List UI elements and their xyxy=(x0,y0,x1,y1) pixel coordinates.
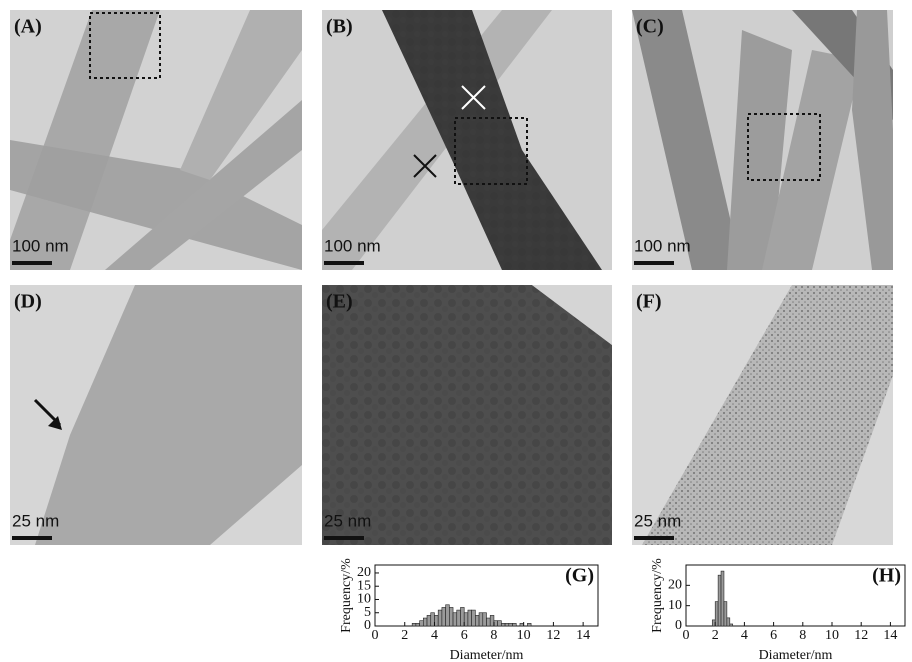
bar xyxy=(452,612,458,627)
y-tick-label: 0 xyxy=(364,618,371,633)
bar xyxy=(508,623,513,627)
y-tick-label: 5 xyxy=(364,605,371,620)
panel-label: (F) xyxy=(636,291,662,313)
x-tick-label: 2 xyxy=(401,628,408,643)
bar xyxy=(434,615,439,627)
bar xyxy=(489,615,495,627)
tem-image xyxy=(322,285,612,545)
x-tick-label: 12 xyxy=(546,628,560,643)
tem-image xyxy=(632,285,893,545)
bar xyxy=(726,617,731,627)
x-tick-label: 14 xyxy=(883,628,897,643)
x-tick-label: 8 xyxy=(799,628,806,643)
panel-label: (D) xyxy=(14,291,42,313)
bar xyxy=(475,615,480,627)
y-tick-label: 20 xyxy=(357,565,371,580)
bar xyxy=(486,617,491,627)
tem-image xyxy=(10,10,302,270)
bar xyxy=(493,620,498,627)
panel-label: (B) xyxy=(326,16,353,38)
x-tick-label: 4 xyxy=(741,628,748,643)
bar xyxy=(717,574,722,627)
bar xyxy=(519,623,524,627)
x-tick-label: 4 xyxy=(431,628,438,643)
x-tick-label: 10 xyxy=(825,628,839,643)
y-tick-label: 10 xyxy=(357,592,371,607)
bar xyxy=(423,617,428,627)
bar xyxy=(471,609,476,627)
bar xyxy=(527,623,532,627)
x-tick-label: 0 xyxy=(372,628,379,643)
y-axis-label: Frequency/% xyxy=(339,558,354,633)
x-tick-label: 14 xyxy=(576,628,590,643)
bar xyxy=(478,612,484,627)
tem-image xyxy=(322,10,612,270)
scale-bar-label: 25 nm xyxy=(324,511,371,530)
x-tick-label: 2 xyxy=(712,628,719,643)
y-tick-label: 10 xyxy=(668,598,682,613)
bar xyxy=(415,623,420,627)
x-axis-label: Diameter/nm xyxy=(450,648,524,662)
bar xyxy=(504,623,510,627)
bar xyxy=(467,609,472,627)
bar xyxy=(456,609,461,627)
bar xyxy=(463,612,469,627)
scale-bar-label: 100 nm xyxy=(324,236,381,255)
panel-label: (E) xyxy=(326,291,353,313)
y-tick-label: 15 xyxy=(357,578,371,593)
bar xyxy=(445,604,450,627)
x-tick-label: 0 xyxy=(683,628,690,643)
bar xyxy=(512,623,517,627)
bar xyxy=(460,607,465,627)
bar xyxy=(482,612,487,627)
y-tick-label: 0 xyxy=(675,618,682,633)
bar xyxy=(720,570,725,627)
scale-bar-label: 25 nm xyxy=(634,511,681,530)
scale-bar-label: 25 nm xyxy=(12,511,59,530)
x-tick-label: 6 xyxy=(461,628,468,643)
tem-image xyxy=(10,285,302,545)
bar xyxy=(449,607,454,627)
x-tick-label: 6 xyxy=(770,628,777,643)
panel-label: (A) xyxy=(14,16,42,38)
x-tick-label: 12 xyxy=(854,628,868,643)
chart-title: (H) xyxy=(872,565,901,587)
x-axis-label: Diameter/nm xyxy=(759,648,833,662)
bar xyxy=(497,620,502,627)
scale-bar-label: 100 nm xyxy=(12,236,69,255)
scale-bar-label: 100 nm xyxy=(634,236,691,255)
bar xyxy=(430,612,435,627)
y-axis-label: Frequency/% xyxy=(650,558,665,633)
x-tick-label: 10 xyxy=(517,628,531,643)
panel-label: (C) xyxy=(636,16,664,38)
chart-title: (G) xyxy=(565,565,594,587)
bar xyxy=(437,609,443,627)
tem-image xyxy=(632,10,893,270)
bar xyxy=(426,615,432,627)
bar xyxy=(729,623,734,627)
x-tick-label: 8 xyxy=(490,628,497,643)
y-tick-label: 20 xyxy=(668,578,682,593)
bar xyxy=(501,623,506,627)
bar xyxy=(411,623,417,627)
bar xyxy=(419,620,424,627)
bar xyxy=(723,601,728,627)
bar xyxy=(441,607,446,627)
